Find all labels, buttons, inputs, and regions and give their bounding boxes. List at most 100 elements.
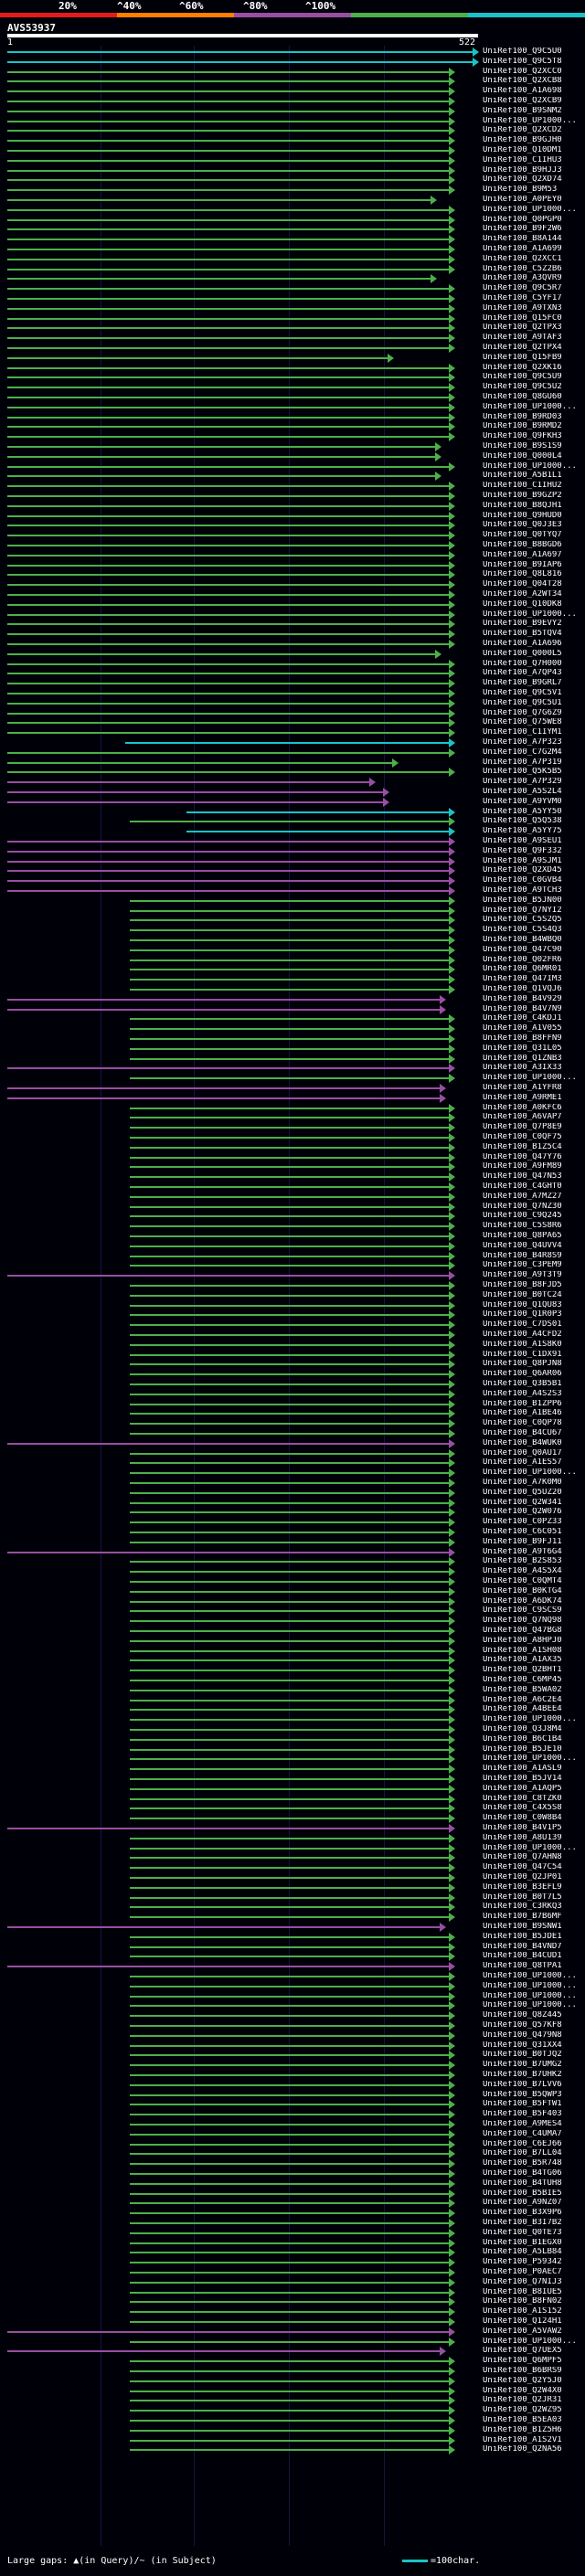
hit-track[interactable]	[129, 1380, 456, 1389]
hit-track[interactable]	[7, 215, 456, 225]
hit-label[interactable]: UniRef100_B9RMD2	[483, 422, 562, 431]
hit-track[interactable]	[7, 106, 456, 116]
hit-label[interactable]: UniRef100_UP1000...	[483, 116, 577, 125]
hit-track[interactable]	[129, 2080, 456, 2090]
hit-track[interactable]	[7, 284, 456, 294]
hit-label[interactable]: UniRef100_Q2XK16	[483, 363, 562, 372]
hit-label[interactable]: UniRef100_B9SNW1	[483, 1923, 562, 1931]
hit-label[interactable]: UniRef100_B4V1P5	[483, 1824, 562, 1832]
hit-label[interactable]: UniRef100_UP1000...	[483, 2001, 577, 2010]
hit-track[interactable]	[129, 1636, 456, 1646]
hit-label[interactable]: UniRef100_Q000L4	[483, 451, 562, 461]
hit-track[interactable]	[129, 2337, 456, 2347]
hit-label[interactable]: UniRef100_B4TUH8	[483, 2178, 562, 2188]
hit-label[interactable]: UniRef100_C0QMT4	[483, 1577, 562, 1585]
hit-track[interactable]	[7, 472, 441, 482]
hit-label[interactable]: UniRef100_B7UMG2	[483, 2061, 562, 2070]
hit-label[interactable]: UniRef100_Q8PJN8	[483, 1360, 562, 1369]
hit-label[interactable]: UniRef100_A1AX35	[483, 1656, 562, 1665]
hit-label[interactable]: UniRef100_UP1000...	[483, 1074, 577, 1083]
hit-label[interactable]: UniRef100_Q47IM3	[483, 975, 562, 984]
hit-label[interactable]: UniRef100_Q9C5V1	[483, 689, 562, 697]
hit-track[interactable]	[129, 817, 456, 827]
hit-label[interactable]: UniRef100_B5JE10	[483, 1744, 562, 1754]
hit-track[interactable]	[129, 2248, 456, 2258]
hit-label[interactable]: UniRef100_Q1QU83	[483, 1300, 562, 1309]
hit-track[interactable]	[7, 136, 456, 146]
hit-track[interactable]	[129, 1952, 456, 1962]
hit-label[interactable]: UniRef100_B8FJD5	[483, 1281, 562, 1289]
hit-track[interactable]	[186, 807, 456, 817]
hit-label[interactable]: UniRef100_Q9C5U1	[483, 698, 562, 707]
hit-track[interactable]	[129, 1034, 456, 1044]
hit-track[interactable]	[7, 599, 456, 610]
hit-label[interactable]: UniRef100_UP1000...	[483, 1715, 577, 1724]
hit-label[interactable]: UniRef100_B4TG06	[483, 2169, 562, 2178]
hit-track[interactable]	[129, 2061, 456, 2071]
hit-label[interactable]: UniRef100_P59342	[483, 2258, 562, 2267]
hit-label[interactable]: UniRef100_Q47Y76	[483, 1152, 562, 1161]
hit-label[interactable]: UniRef100_Q000L5	[483, 649, 562, 658]
hit-label[interactable]: UniRef100_Q0TYQ7	[483, 531, 562, 540]
hit-label[interactable]: UniRef100_C6C051	[483, 1528, 562, 1536]
hit-label[interactable]: UniRef100_A1V055	[483, 1024, 562, 1034]
hit-track[interactable]	[129, 1261, 456, 1271]
hit-label[interactable]: UniRef100_Q8PA65	[483, 1232, 562, 1240]
hit-label[interactable]: UniRef100_UP1000...	[483, 1981, 577, 1990]
hit-label[interactable]: UniRef100_Q31L05	[483, 1044, 562, 1053]
hit-label[interactable]: UniRef100_Q5Q538	[483, 817, 562, 826]
hit-label[interactable]: UniRef100_B4WUK0	[483, 1438, 562, 1447]
hit-track[interactable]	[129, 1617, 456, 1627]
hit-label[interactable]: UniRef100_B5WA02	[483, 1685, 562, 1694]
hit-label[interactable]: UniRef100_A1ES57	[483, 1458, 562, 1468]
hit-track[interactable]	[129, 1567, 456, 1577]
hit-label[interactable]: UniRef100_Q9C5T8	[483, 57, 562, 66]
hit-track[interactable]	[7, 718, 456, 728]
hit-track[interactable]	[7, 550, 456, 560]
hit-track[interactable]	[7, 521, 456, 531]
hit-track[interactable]	[129, 1448, 456, 1458]
hit-track[interactable]	[7, 1084, 446, 1093]
hit-label[interactable]: UniRef100_Q2XD45	[483, 866, 562, 875]
hit-label[interactable]: UniRef100_B8FFN9	[483, 1034, 562, 1043]
hit-label[interactable]: UniRef100_B7UHK2	[483, 2071, 562, 2079]
hit-track[interactable]	[129, 1913, 456, 1923]
hit-label[interactable]: UniRef100_A9TCH3	[483, 886, 562, 895]
hit-label[interactable]: UniRef100_B1ZPP6	[483, 1399, 562, 1408]
hit-label[interactable]: UniRef100_B5FTW1	[483, 2100, 562, 2109]
hit-label[interactable]: UniRef100_A1SH08	[483, 1646, 562, 1655]
hit-label[interactable]: UniRef100_A9TAF3	[483, 334, 562, 343]
hit-track[interactable]	[129, 955, 456, 965]
hit-track[interactable]	[129, 1281, 456, 1290]
hit-label[interactable]: UniRef100_A2WT34	[483, 590, 562, 599]
hit-track[interactable]	[129, 2435, 456, 2445]
hit-track[interactable]	[7, 77, 456, 87]
hit-track[interactable]	[7, 511, 456, 521]
hit-track[interactable]	[129, 1330, 456, 1340]
hit-track[interactable]	[7, 334, 456, 344]
hit-track[interactable]	[129, 1725, 456, 1734]
hit-label[interactable]: UniRef100_Q7UEX5	[483, 2347, 562, 2356]
hit-track[interactable]	[129, 1882, 456, 1892]
hit-label[interactable]: UniRef100_Q2XCB8	[483, 77, 562, 86]
hit-label[interactable]: UniRef100_C5YF17	[483, 294, 562, 302]
hit-track[interactable]	[129, 1508, 456, 1518]
hit-track[interactable]	[7, 432, 456, 442]
hit-label[interactable]: UniRef100_Q04T28	[483, 580, 562, 589]
hit-label[interactable]: UniRef100_Q2WZ95	[483, 2406, 562, 2415]
hit-track[interactable]	[7, 866, 456, 876]
hit-track[interactable]	[129, 1142, 456, 1152]
hit-label[interactable]: UniRef100_C8TZK0	[483, 1794, 562, 1803]
hit-track[interactable]	[129, 2406, 456, 2416]
hit-track[interactable]	[7, 541, 456, 550]
hit-label[interactable]: UniRef100_B3EFL9	[483, 1882, 562, 1892]
hit-track[interactable]	[7, 630, 456, 640]
hit-label[interactable]: UniRef100_A9MES4	[483, 2120, 562, 2128]
hit-track[interactable]	[7, 383, 456, 393]
hit-track[interactable]	[129, 1212, 456, 1222]
hit-label[interactable]: UniRef100_Q7NQ98	[483, 1617, 562, 1626]
hit-track[interactable]	[129, 1784, 456, 1794]
hit-track[interactable]	[7, 126, 456, 136]
hit-track[interactable]	[129, 1981, 456, 1991]
hit-track[interactable]	[129, 2199, 456, 2209]
